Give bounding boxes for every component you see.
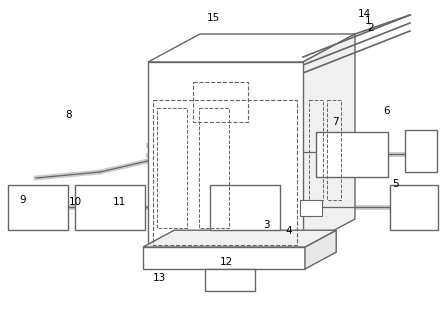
Polygon shape bbox=[303, 34, 355, 247]
Bar bbox=[300, 200, 322, 216]
Bar bbox=[157, 108, 187, 228]
Text: 8: 8 bbox=[66, 110, 72, 120]
Bar bbox=[205, 269, 255, 291]
Bar bbox=[8, 185, 68, 230]
Text: 11: 11 bbox=[112, 197, 126, 207]
Text: 12: 12 bbox=[220, 257, 233, 267]
Bar bbox=[193, 82, 248, 122]
Bar bbox=[148, 62, 303, 247]
Bar bbox=[390, 185, 438, 230]
Text: 4: 4 bbox=[285, 226, 292, 236]
Polygon shape bbox=[148, 34, 355, 62]
Bar bbox=[153, 100, 297, 245]
Text: 10: 10 bbox=[69, 197, 82, 207]
Text: 3: 3 bbox=[263, 220, 270, 230]
Text: 6: 6 bbox=[383, 106, 389, 116]
Text: 5: 5 bbox=[392, 179, 398, 189]
Bar bbox=[210, 185, 280, 230]
Bar bbox=[199, 108, 229, 228]
Text: 2: 2 bbox=[368, 23, 374, 33]
Bar bbox=[327, 100, 341, 200]
Text: 15: 15 bbox=[206, 13, 220, 23]
Text: 14: 14 bbox=[357, 9, 371, 19]
Text: 9: 9 bbox=[20, 195, 26, 205]
Bar bbox=[75, 185, 145, 230]
Text: 7: 7 bbox=[332, 117, 338, 127]
Bar bbox=[316, 132, 388, 177]
Bar bbox=[405, 130, 437, 172]
Text: 1: 1 bbox=[365, 16, 372, 26]
Polygon shape bbox=[143, 230, 336, 247]
Text: 13: 13 bbox=[153, 273, 166, 283]
Bar bbox=[309, 100, 323, 200]
Polygon shape bbox=[305, 230, 336, 269]
Polygon shape bbox=[143, 247, 305, 269]
